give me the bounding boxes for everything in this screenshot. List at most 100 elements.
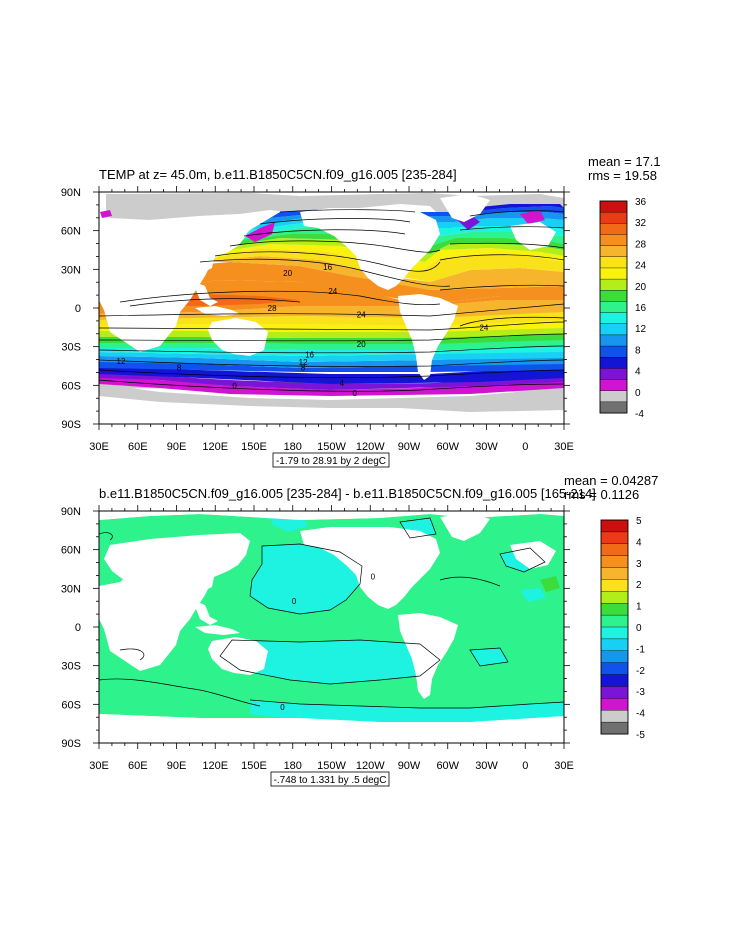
colorbar-swatch (600, 519, 629, 533)
y-tick-label: 60N (61, 545, 81, 557)
x-tick-label: 60W (436, 760, 459, 772)
colorbar: 36 32 28 24 20 16 12 8 4 0 -4 (599, 197, 647, 420)
x-tick-label: 30E (554, 760, 574, 772)
colorbar-swatch (599, 323, 628, 336)
colorbar-swatch (600, 543, 629, 557)
chart-title: b.e11.B1850C5CN.f09_g16.005 [235-284] - … (99, 486, 596, 501)
band-2-4 (99, 366, 564, 384)
colorbar-swatch (599, 223, 628, 235)
colorbar-swatch (599, 278, 628, 291)
y-tick-label: 30S (61, 342, 81, 354)
colorbar-swatch (600, 638, 629, 652)
colorbar-label: 3 (636, 559, 642, 570)
y-tick-label: 30S (61, 661, 81, 673)
band-m2-0 (99, 376, 564, 396)
colorbar-label: 0 (636, 623, 642, 634)
x-tick-label: 90E (167, 441, 187, 453)
colorbar-swatch (599, 334, 628, 347)
contour-lines (99, 209, 564, 392)
colorbar-swatch (599, 379, 628, 392)
colorbar-swatch (600, 614, 629, 628)
colorbar-swatch (600, 567, 629, 580)
x-tick-label: 90W (398, 441, 421, 453)
colorbar-label: -4 (635, 409, 644, 420)
colorbar-swatch (599, 200, 628, 213)
contour-label: 12 (117, 357, 126, 366)
colorbar-swatch (600, 674, 629, 687)
x-tick-label: 30E (89, 760, 109, 772)
colorbar-label: 12 (635, 324, 647, 335)
colorbar-swatch (599, 290, 628, 302)
band-4-6 (99, 360, 564, 372)
colorbar-label: -2 (636, 666, 645, 677)
contour-label: 20 (283, 269, 292, 278)
contour-label: 8 (301, 363, 306, 372)
y-tick-label: 60S (61, 699, 81, 711)
contour-info-box (272, 452, 390, 468)
x-tick-label: 120E (202, 760, 228, 772)
colorbar-label: 16 (635, 303, 647, 314)
axes: 30E 60E 90E 120E 150E 180 150W 120W 90W 60W 30W 0 30… (61, 505, 574, 772)
contour-label: 0 (371, 573, 376, 582)
x-tick-label: 0 (522, 441, 528, 453)
x-tick-label: 0 (522, 760, 528, 772)
colorbar-swatch (599, 267, 628, 280)
colorbar-swatch (600, 579, 629, 592)
colorbar-label: 1 (636, 602, 642, 613)
x-tick-label: 60W (436, 441, 459, 453)
band-0-2 (99, 372, 564, 390)
y-tick-label: 0 (75, 303, 81, 315)
x-tick-label: 90E (167, 760, 187, 772)
rms-stat: rms = 19.58 (588, 168, 657, 183)
x-tick-label: 150W (317, 441, 346, 453)
y-tick-label: 30N (61, 264, 81, 276)
contour-label: 0 (292, 597, 297, 606)
colorbar: 5 4 3 2 1 0 -1 -2 -3 -4 -5 (600, 516, 645, 741)
contour-info: -1.79 to 28.91 by 2 degC (276, 456, 386, 467)
contour-label: 12 (299, 358, 308, 367)
y-tick-label: 90N (61, 506, 81, 518)
colorbar-label: 36 (635, 197, 647, 208)
axes: 30E 60E 90E 120E 150E 180 150W 120W 90W 60W 30W 0 30… (61, 186, 574, 453)
x-tick-label: 150E (241, 760, 267, 772)
contour-label: 24 (328, 287, 337, 296)
ice-antarctic (99, 384, 564, 412)
colorbar-swatch (599, 345, 628, 358)
band-24-28 (99, 280, 564, 314)
x-tick-label: 30W (475, 760, 498, 772)
colorbar-label: 24 (635, 261, 647, 272)
colorbar-swatch (600, 721, 629, 735)
colorbar-swatch (600, 698, 629, 711)
x-tick-label: 180 (284, 441, 302, 453)
contour-label: 8 (177, 363, 182, 372)
x-tick-label: 120W (356, 760, 385, 772)
colorbar-swatch (599, 357, 628, 369)
colorbar-label: -3 (636, 687, 645, 698)
colorbar-label: 4 (636, 537, 642, 548)
colorbar-swatch (599, 390, 628, 403)
x-tick-label: 180 (284, 760, 302, 772)
colorbar-label: -1 (636, 644, 645, 655)
colorbar-label: 5 (636, 516, 642, 527)
y-tick-label: 90S (61, 738, 81, 750)
contour-lines (99, 517, 564, 709)
colorbar-label: -4 (636, 709, 645, 720)
contour-info-box (270, 771, 390, 787)
colorbar-swatch (600, 603, 629, 616)
x-tick-label: 60E (128, 441, 148, 453)
x-tick-label: 150W (317, 760, 346, 772)
contour-label: 24 (357, 310, 366, 319)
band-8-10 (99, 350, 564, 362)
colorbar-label: 20 (635, 282, 647, 293)
colorbar-swatch (600, 555, 629, 569)
negative-region-pacific (250, 544, 362, 614)
x-tick-label: 30W (475, 441, 498, 453)
colorbar-swatch (600, 626, 629, 640)
contour-labels: 0 0 0 (280, 573, 375, 712)
y-tick-label: 60S (61, 380, 81, 392)
contour-label: 0 (232, 381, 237, 390)
x-tick-label: 60E (128, 760, 148, 772)
x-tick-label: 90W (398, 760, 421, 772)
